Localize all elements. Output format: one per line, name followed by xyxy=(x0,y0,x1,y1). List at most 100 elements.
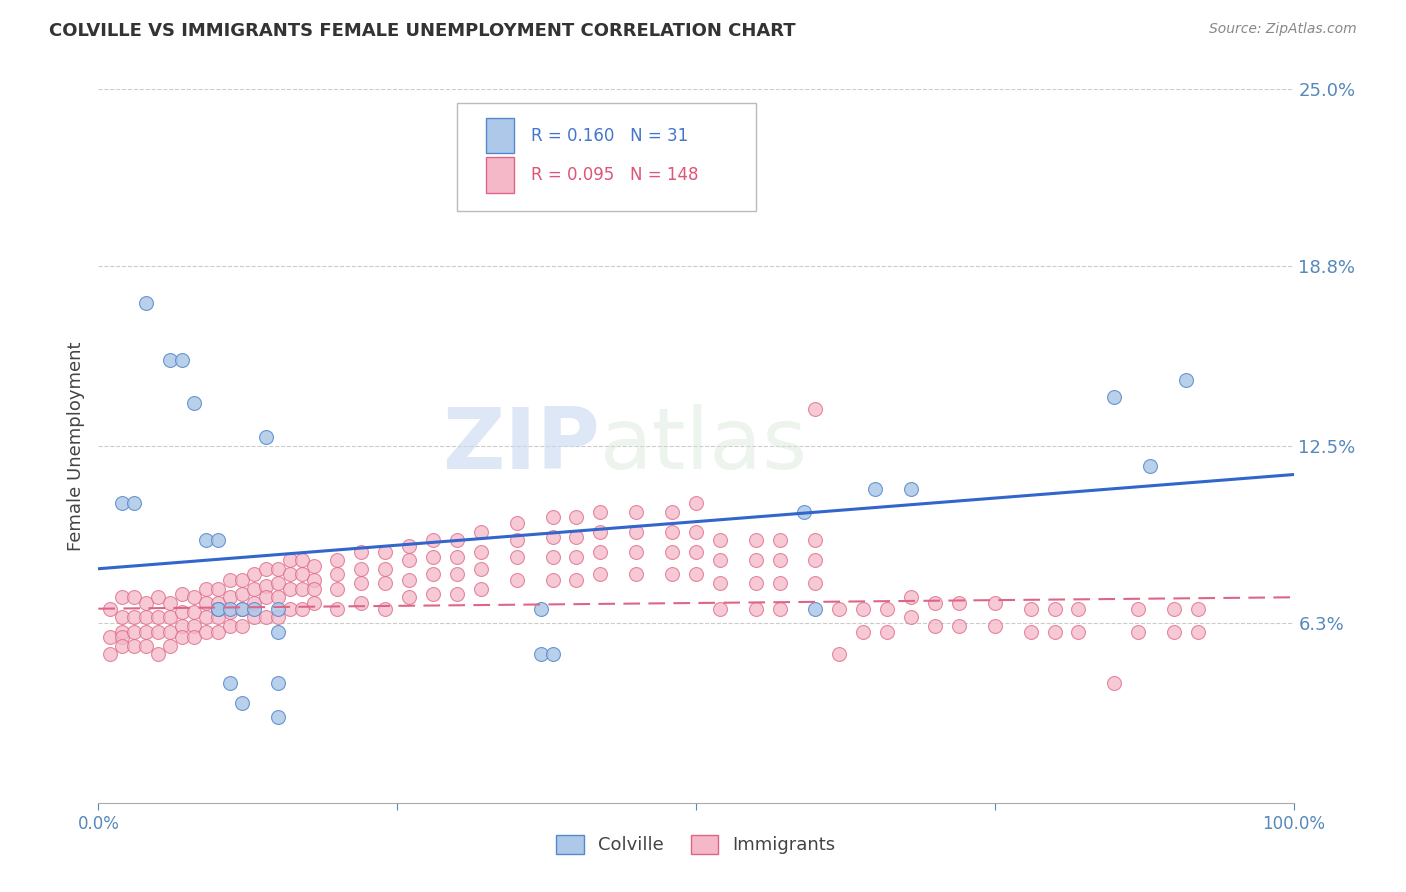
Point xyxy=(231,573,253,587)
Point xyxy=(852,624,875,639)
Point xyxy=(374,544,396,558)
Point xyxy=(541,648,564,662)
Point xyxy=(541,530,564,544)
Point xyxy=(589,505,612,519)
Point xyxy=(1104,391,1126,405)
Point xyxy=(302,596,325,610)
Point xyxy=(302,573,325,587)
Point xyxy=(254,562,277,576)
Point xyxy=(207,596,229,610)
Text: atlas: atlas xyxy=(600,404,808,488)
Point xyxy=(398,539,420,553)
Point xyxy=(626,505,648,519)
Point xyxy=(900,591,922,605)
Point xyxy=(159,639,181,653)
Point xyxy=(984,619,1007,633)
Point xyxy=(219,605,242,619)
Point xyxy=(685,567,707,582)
Point xyxy=(195,582,218,596)
Point xyxy=(124,591,146,605)
Point xyxy=(1104,676,1126,690)
Point xyxy=(159,610,181,624)
Point xyxy=(984,596,1007,610)
Point xyxy=(422,550,444,565)
Point xyxy=(124,639,146,653)
Point xyxy=(135,624,157,639)
Point xyxy=(506,550,529,565)
Point xyxy=(111,591,134,605)
Point xyxy=(124,610,146,624)
Point xyxy=(207,533,229,548)
Point xyxy=(565,550,588,565)
Point xyxy=(626,524,648,539)
Point xyxy=(1043,601,1066,615)
Point xyxy=(530,648,553,662)
Point xyxy=(422,567,444,582)
Point xyxy=(661,524,683,539)
Point xyxy=(326,553,349,567)
Point xyxy=(278,601,301,615)
Point xyxy=(195,596,218,610)
Point xyxy=(231,601,253,615)
Point xyxy=(374,562,396,576)
Point xyxy=(326,601,349,615)
Point xyxy=(661,505,683,519)
Point xyxy=(1139,458,1161,473)
Point xyxy=(254,579,277,593)
Point xyxy=(254,610,277,624)
Point xyxy=(900,482,922,496)
Point xyxy=(446,567,468,582)
Point xyxy=(183,630,205,644)
Point xyxy=(661,544,683,558)
Point xyxy=(1067,624,1090,639)
Point xyxy=(135,610,157,624)
Point xyxy=(219,619,242,633)
Point xyxy=(243,610,266,624)
Point xyxy=(124,624,146,639)
Point xyxy=(231,587,253,601)
Point xyxy=(267,710,290,724)
Point xyxy=(148,591,170,605)
Point xyxy=(98,601,122,615)
Point xyxy=(1163,624,1185,639)
Point xyxy=(111,639,134,653)
Text: R = 0.095   N = 148: R = 0.095 N = 148 xyxy=(531,166,699,184)
Point xyxy=(350,562,373,576)
Point xyxy=(148,624,170,639)
Point xyxy=(231,619,253,633)
Point xyxy=(422,533,444,548)
Point xyxy=(207,601,229,615)
Point xyxy=(243,596,266,610)
Point xyxy=(541,510,564,524)
Point xyxy=(207,601,229,615)
Point xyxy=(291,567,314,582)
Point xyxy=(876,624,898,639)
Point xyxy=(278,582,301,596)
Point xyxy=(291,601,314,615)
Point xyxy=(219,591,242,605)
Point xyxy=(111,630,134,644)
Point xyxy=(506,573,529,587)
Point xyxy=(302,558,325,573)
Point xyxy=(948,596,970,610)
Point xyxy=(745,576,768,591)
Point xyxy=(626,567,648,582)
Point xyxy=(398,553,420,567)
Point xyxy=(243,567,266,582)
Point xyxy=(98,630,122,644)
Point xyxy=(148,610,170,624)
Point xyxy=(1128,624,1150,639)
Point xyxy=(852,601,875,615)
Point xyxy=(183,619,205,633)
Point xyxy=(278,567,301,582)
Point xyxy=(685,496,707,510)
Text: R = 0.160   N = 31: R = 0.160 N = 31 xyxy=(531,127,689,145)
Point xyxy=(326,582,349,596)
Point xyxy=(828,648,851,662)
Point xyxy=(768,601,790,615)
Point xyxy=(350,576,373,591)
Point xyxy=(350,544,373,558)
Point xyxy=(626,544,648,558)
Point xyxy=(267,676,290,690)
Point xyxy=(231,601,253,615)
